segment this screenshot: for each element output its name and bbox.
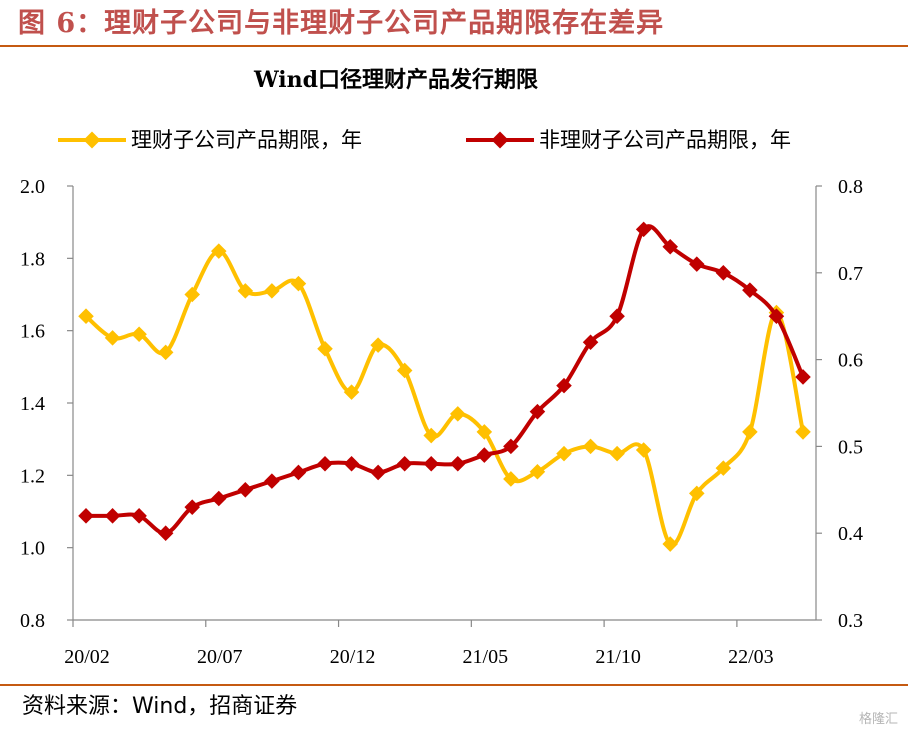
source-note: 资料来源：Wind，招商证券 — [22, 694, 298, 719]
series-0-point — [582, 438, 599, 455]
series-1-point — [343, 455, 360, 472]
x-tick-label: 21/05 — [463, 646, 509, 668]
series-1-point — [795, 369, 811, 385]
x-tick-label: 21/10 — [595, 646, 641, 668]
chart-title: Wind口径理财产品发行期限 — [253, 67, 538, 93]
series-0-point — [742, 424, 758, 440]
x-tick-label: 22/03 — [728, 646, 774, 668]
series-0-point — [264, 283, 280, 299]
left-tick-label: 1.0 — [20, 538, 45, 560]
series-1-point — [449, 455, 466, 472]
series-1-point — [264, 473, 280, 489]
legend-label-0: 理财子公司产品期限，年 — [131, 128, 362, 152]
series-1-point — [157, 525, 174, 541]
legend-marker-0 — [83, 131, 101, 149]
left-tick-label: 1.4 — [20, 393, 45, 415]
legend-label-1: 非理财子公司产品期限，年 — [539, 128, 791, 152]
series-1-point — [715, 265, 732, 281]
series-0-point — [662, 536, 679, 552]
series-1-point — [476, 447, 493, 463]
x-axis-ticks: 20/02 20/07 20/12 21/05 21/10 22/03 — [64, 620, 774, 668]
series-1-point — [290, 464, 307, 481]
series-1-point — [396, 455, 413, 472]
series-0-point — [184, 286, 201, 303]
x-tick-label: 20/12 — [330, 646, 376, 668]
left-tick-label: 0.8 — [20, 610, 45, 632]
series-1-point — [423, 455, 440, 472]
series-0-point — [131, 326, 147, 343]
right-tick-label: 0.5 — [838, 436, 863, 458]
x-tick-label: 20/07 — [197, 646, 243, 668]
series-0-point — [609, 445, 625, 462]
line-chart: Wind口径理财产品发行期限 理财子公司产品期限，年 非理财子公司产品期限，年 … — [20, 67, 863, 668]
series-0-point — [210, 243, 227, 259]
legend: 理财子公司产品期限，年 非理财子公司产品期限，年 — [58, 128, 791, 152]
series-1-point — [237, 482, 254, 498]
series-1-point — [635, 221, 652, 238]
left-tick-label: 2.0 — [20, 176, 45, 198]
title-rule — [0, 45, 908, 47]
figure-title: 图 6：理财子公司与非理财子公司产品期限存在差异 — [18, 8, 665, 39]
series-1-point — [104, 508, 121, 524]
series-line-1 — [84, 224, 805, 536]
series-1-point — [131, 508, 147, 524]
series-0-point — [237, 283, 254, 299]
left-tick-label: 1.2 — [20, 465, 45, 487]
series-1-point — [370, 464, 386, 481]
series-1-point — [609, 308, 625, 324]
watermark: 格隆汇 — [858, 712, 898, 727]
left-tick-label: 1.6 — [20, 321, 45, 343]
right-axis-ticks: 0.3 0.4 0.5 0.6 0.7 0.8 — [816, 176, 863, 632]
series-0-point — [157, 344, 174, 361]
x-tick-label: 20/02 — [64, 646, 110, 668]
left-axis-ticks: 0.8 1.0 1.2 1.4 1.6 1.8 2.0 — [20, 176, 73, 632]
series-0-point — [795, 424, 811, 440]
series-1-point — [184, 499, 201, 515]
right-tick-label: 0.8 — [838, 176, 863, 198]
series-layer — [78, 221, 811, 552]
right-tick-label: 0.4 — [838, 523, 863, 545]
series-0-point — [104, 330, 121, 346]
source-rule — [0, 684, 908, 686]
right-tick-label: 0.7 — [838, 263, 863, 285]
right-tick-label: 0.6 — [838, 350, 863, 372]
legend-marker-1 — [491, 131, 509, 149]
series-1-point — [317, 455, 333, 472]
series-0-point — [317, 340, 333, 357]
series-1-point — [662, 238, 679, 255]
left-tick-label: 1.8 — [20, 248, 45, 270]
series-1-point — [78, 508, 94, 524]
right-tick-label: 0.3 — [838, 610, 863, 632]
series-1-point — [688, 256, 705, 272]
series-1-point — [210, 490, 227, 507]
